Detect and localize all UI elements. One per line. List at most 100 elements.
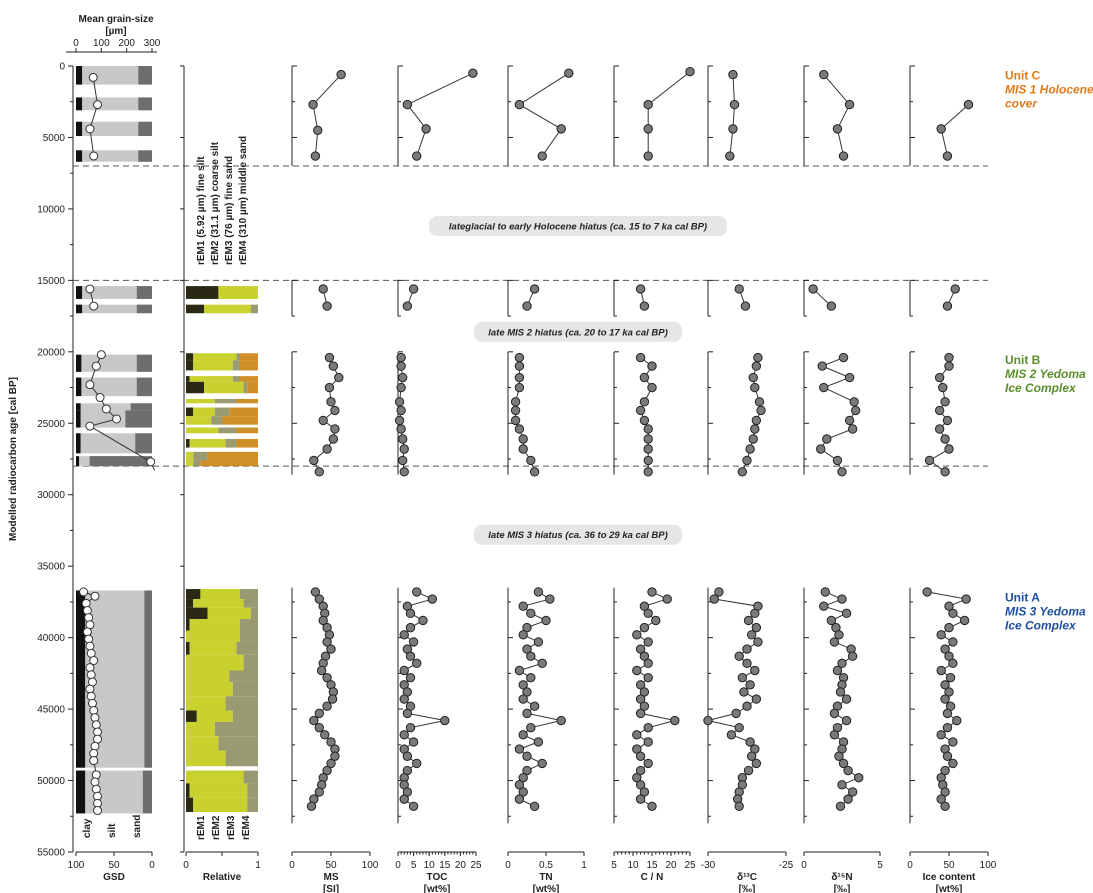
panel-tn-point [518,630,528,640]
gsd-silt-bar [76,150,152,162]
gsd-x-tick-label: 0 [149,860,155,871]
y-tick-label: 50000 [37,776,65,787]
panel-cn-point [643,151,653,161]
panel-d15n-point [837,467,847,477]
panel-toc-xtick-label: 10 [424,860,436,871]
mean-grain-tick-label: 300 [144,38,161,49]
panel-d15n-point [837,594,847,604]
panel-d13c-point [737,672,748,683]
rem-rem3-bar [232,360,240,371]
panel-ice-point [940,467,950,477]
rem-rem2-bar [207,607,251,620]
gsd-silt-bar [76,121,152,137]
y-axis-label: Modelled radiocarbon age [cal BP] [8,377,19,541]
panel-tn-point [556,124,566,134]
panel-d13c-point [734,651,744,661]
panel-ms-point [322,701,332,711]
panel-ice-point [942,751,953,761]
panel-cn-point [643,722,653,733]
panel-ice-point [948,737,958,747]
panel-tn-point [514,361,525,371]
rem-rem3-bar [236,353,240,361]
panel-tn-point [522,644,532,654]
panel-ice-point [934,372,945,383]
panel-cn-point [635,794,646,804]
rem-rem3-bar [232,681,258,697]
rem-rem4-bar [207,451,258,461]
panel-toc-point [394,415,405,426]
mean-grain-point [101,404,111,414]
panel-ms-point [314,594,324,604]
gsd-sand-bar [89,456,152,467]
panel-ms-point [330,751,340,761]
panel-tn-point [529,284,540,294]
panel-ms-point [314,708,324,719]
panel-ice-point [948,608,958,619]
gsd-sand-bar [125,410,152,428]
panel-d13c-point [753,637,763,647]
mean-grain-point [82,605,92,615]
panel-d15n-point [834,630,844,640]
panel-ms-point [326,758,336,769]
panel-cn-point [632,772,642,783]
panel-ms-point [313,125,323,136]
panel-d13c-point [729,99,740,110]
rem-rem1-bar [186,353,194,361]
panel-ice-point [944,687,954,697]
panel-cn-point [670,715,680,726]
panel-toc-point [396,382,406,393]
panel-d15n-xtick-label: 0 [801,860,807,871]
panel-d13c-point [737,467,748,477]
panel-ms-point [324,382,335,393]
panel-tn-point [518,787,528,797]
panel-cn-point [647,361,657,371]
panel-tn-point [518,444,528,454]
mean-grain-point [91,361,101,371]
panel-ms-point [314,722,324,733]
mean-grain-point [86,670,96,680]
rem-rem3-bar [225,438,237,448]
panel-ms-xtick-label: 100 [362,860,379,871]
panel-d15n-point [847,651,858,661]
rem-rem4-bar [247,381,258,394]
panel-ms-point [320,730,330,740]
rem-short-rem1: rEM1 [196,815,207,840]
panel-d15n-point [820,587,830,597]
rem-rem2-bar [186,750,226,767]
mean-grain-tick-label: 0 [73,38,79,49]
panel-toc-point [402,751,413,761]
panel-d15n-point [829,708,840,719]
panel-d13c-point [734,284,744,294]
panel-ms-point [336,69,346,80]
panel-cn-point [639,397,650,407]
rem-rem4-bar [236,438,258,448]
panel-ice-point [940,680,950,690]
rem-rem3-bar [247,797,258,812]
panel-tn-point [533,637,544,647]
panel-toc-unit: [wt%] [424,884,451,893]
panel-d15n-point [835,801,846,811]
gsd-sand-bar [130,403,152,411]
panel-cn-xtick-label: 10 [627,860,639,871]
panel-d13c-point [748,434,758,444]
panel-ms-line [312,74,342,157]
gsd-clay-bar [76,377,82,397]
panel-ice-point [940,644,950,654]
rem-rem2-bar [186,721,215,737]
panel-ms-point [322,301,332,311]
gsd-sand-bar [136,286,152,299]
panel-d13c-point [751,361,762,371]
panel-toc-xlabel: TOC [427,872,448,883]
panel-d15n-point [841,715,852,726]
panel-ice-point [940,801,950,811]
gsd-legend-silt: silt [107,823,118,838]
panel-d13c-point [740,301,751,311]
panel-ice-point [940,434,950,444]
panel-ms-point [314,787,324,797]
panel-d15n-point [816,444,826,454]
panel-d15n-point [829,730,840,740]
panel-cn-point [643,608,653,619]
panel-d13c-point [742,701,752,711]
panel-cn-point [643,658,653,669]
mean-grain-line [89,77,99,157]
